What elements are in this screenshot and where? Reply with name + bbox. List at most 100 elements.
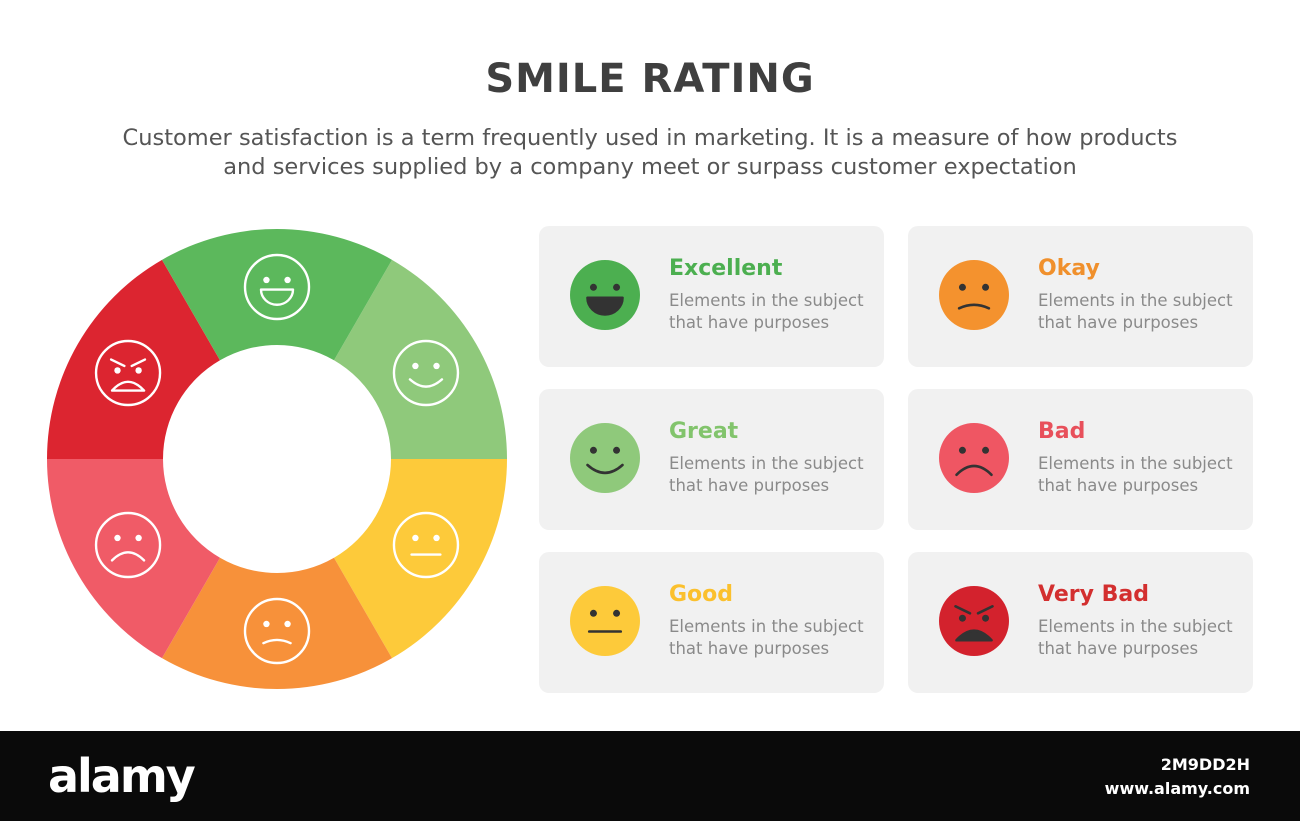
face-eye	[589, 283, 597, 291]
ring-segment-frown	[47, 459, 220, 659]
face-outline	[392, 339, 460, 407]
ring-segment-shape	[162, 557, 392, 689]
face-eye	[263, 276, 270, 284]
description-line: that have purposes	[1038, 639, 1199, 658]
description-line: that have purposes	[669, 639, 830, 658]
rating-card-bad: Bad Elements in the subject that have pu…	[908, 389, 1253, 530]
slight-frown-face-icon	[939, 260, 1009, 330]
ring-segment-slight-frown	[162, 557, 392, 689]
ring-segment-shape	[162, 228, 392, 361]
face-mouth	[110, 551, 146, 562]
rating-card-very-bad: Very Bad Elements in the subject that ha…	[908, 552, 1253, 693]
rating-card-okay: Okay Elements in the subject that have p…	[908, 226, 1253, 367]
face-outline	[243, 597, 311, 665]
face-eye	[114, 534, 121, 542]
face-features	[587, 609, 623, 633]
description-line: Elements in the subject	[1038, 617, 1233, 636]
image-reference: 2M9DD2H www.alamy.com	[1105, 753, 1250, 801]
face-mouth	[955, 629, 993, 642]
rating-description: Elements in the subject that have purpos…	[1038, 616, 1238, 660]
face-mouth	[408, 378, 444, 388]
face-brow	[976, 604, 994, 615]
face-outline	[94, 511, 162, 579]
rating-description: Elements in the subject that have purpos…	[1038, 290, 1238, 334]
face-disc	[939, 423, 1009, 493]
rating-label: Okay	[1038, 256, 1100, 281]
description-line: Elements in the subject	[669, 291, 864, 310]
frown-face-icon	[939, 423, 1009, 493]
face-features	[957, 283, 991, 310]
page-title: SMILE RATING	[485, 56, 815, 102]
rating-label: Great	[669, 419, 739, 444]
description-line: Elements in the subject	[1038, 291, 1233, 310]
face-eye	[958, 614, 966, 622]
subtitle-line: and services supplied by a company meet …	[223, 154, 1077, 180]
ring-segment-shape	[334, 459, 507, 659]
subtitle-line: Customer satisfaction is a term frequent…	[122, 125, 1178, 151]
face-mouth	[110, 380, 146, 392]
face-eye	[284, 620, 291, 628]
image-id: 2M9DD2H	[1160, 755, 1250, 774]
site-url: www.alamy.com	[1104, 779, 1250, 798]
description-line: that have purposes	[669, 476, 830, 495]
face-mouth	[586, 296, 624, 316]
angry-face-icon	[94, 339, 162, 407]
description-line: that have purposes	[669, 313, 830, 332]
rating-label: Excellent	[669, 256, 783, 281]
frown-face-icon	[94, 511, 162, 579]
rating-label: Very Bad	[1038, 582, 1149, 607]
face-mouth	[955, 464, 993, 477]
rating-card-good: Good Elements in the subject that have p…	[539, 552, 884, 693]
face-eye	[613, 283, 621, 291]
description-line: Elements in the subject	[1038, 454, 1233, 473]
alamy-logo: alamy	[48, 749, 196, 803]
grin-face-icon	[570, 260, 640, 330]
face-eye	[958, 446, 966, 454]
neutral-face-icon	[392, 511, 460, 579]
ring-segment-neutral	[334, 459, 507, 659]
face-outline	[392, 511, 460, 579]
face-brow	[109, 358, 126, 368]
face-disc	[939, 586, 1009, 656]
rating-description: Elements in the subject that have purpos…	[669, 290, 869, 334]
face-disc	[570, 423, 640, 493]
face-features	[586, 446, 624, 475]
face-features	[954, 604, 994, 642]
rating-ring-diagram	[47, 228, 507, 689]
face-eye	[114, 367, 121, 374]
face-eye	[613, 446, 621, 454]
face-disc	[570, 586, 640, 656]
face-eye	[433, 534, 440, 542]
face-eye	[982, 446, 990, 454]
smile-face-icon	[392, 339, 460, 407]
face-outline	[94, 339, 162, 407]
watermark-footer: alamy 2M9DD2H www.alamy.com	[0, 731, 1300, 821]
face-mouth	[586, 463, 624, 475]
face-eye	[284, 276, 291, 284]
ring-segment-smile	[334, 259, 507, 459]
face-eye	[589, 446, 597, 454]
face-disc	[570, 260, 640, 330]
face-mouth	[259, 288, 295, 306]
neutral-face-icon	[570, 586, 640, 656]
face-mouth	[957, 303, 991, 310]
ring-segment-angry	[47, 259, 220, 459]
page-subtitle: Customer satisfaction is a term frequent…	[80, 124, 1220, 182]
rating-description: Elements in the subject that have purpos…	[1038, 453, 1238, 497]
face-disc	[939, 260, 1009, 330]
face-eye	[958, 283, 966, 291]
face-eye	[982, 614, 990, 622]
rating-description: Elements in the subject that have purpos…	[669, 453, 869, 497]
face-outline	[243, 253, 311, 321]
description-line: that have purposes	[1038, 476, 1199, 495]
rating-card-excellent: Excellent Elements in the subject that h…	[539, 226, 884, 367]
face-eye	[135, 367, 142, 374]
ring-segment-shape	[47, 259, 220, 459]
face-eye	[135, 534, 142, 542]
face-eye	[263, 620, 270, 628]
face-eye	[589, 609, 597, 617]
description-line: that have purposes	[1038, 313, 1199, 332]
grin-face-icon	[243, 253, 311, 321]
description-line: Elements in the subject	[669, 454, 864, 473]
ring-segment-grin	[162, 228, 392, 361]
